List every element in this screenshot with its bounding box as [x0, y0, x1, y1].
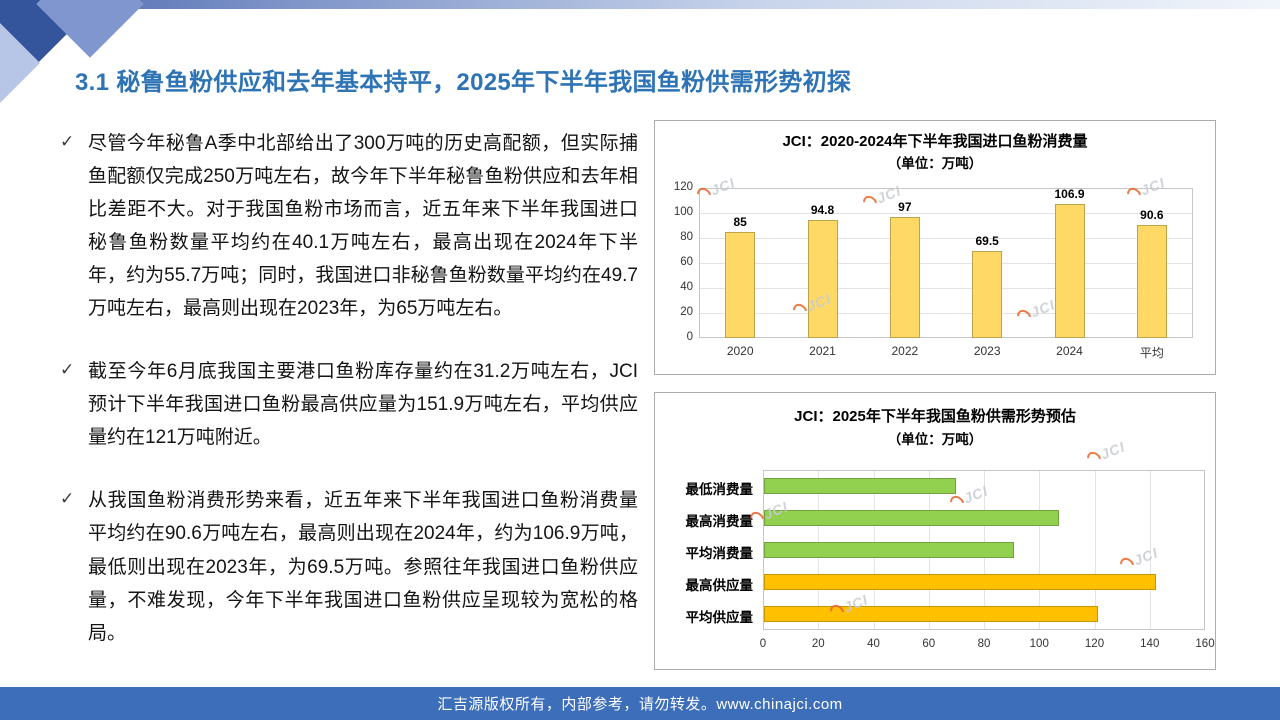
value-label: 94.8	[810, 202, 835, 217]
plot-frame	[699, 188, 1193, 338]
gridline	[700, 263, 1192, 264]
x-tick-label: 0	[759, 638, 767, 650]
bar	[764, 606, 1099, 622]
value-label: 97	[898, 199, 912, 214]
bar	[764, 574, 1157, 590]
bullet-item: ✓ 尽管今年秘鲁A季中北部给出了300万吨的历史高配额，但实际捕鱼配额仅完成25…	[60, 127, 638, 325]
x-tick-label: 2024	[1056, 344, 1083, 358]
bar	[889, 216, 920, 338]
charts-column: JCI：2020-2024年下半年我国进口鱼粉消费量 （单位：万吨） 0 20 40…	[654, 120, 1216, 670]
chart-title: JCI：2020-2024年下半年我国进口鱼粉消费量	[782, 133, 1088, 150]
value-label: 90.6	[1140, 207, 1164, 222]
x-tick-label: 60	[922, 638, 936, 650]
x-tick-label: 80	[977, 638, 991, 650]
y-tick-label: 0	[686, 331, 693, 343]
bullet-item: ✓ 截至今年6月底我国主要港口鱼粉库存量约在31.2万吨左右，JCI预计下半年我…	[60, 355, 638, 454]
bullet-text: 从我国鱼粉消费形势来看，近五年来下半年我国进口鱼粉消费量平均约在90.6万吨左右…	[88, 490, 638, 644]
footer-text: 汇吉源版权所有，内部参考，请勿转发。www.chinajci.com	[437, 696, 843, 713]
y-tick-label: 80	[680, 231, 693, 243]
y-tick-label: 20	[680, 306, 693, 318]
value-label: 69.5	[975, 234, 999, 249]
x-tick-label: 平均	[1139, 346, 1164, 360]
page-title: 3.1 秘鲁鱼粉供应和去年基本持平，2025年下半年我国鱼粉供需形势初探	[75, 69, 852, 96]
check-icon: ✓	[60, 489, 75, 509]
category-label: 最低消费量	[685, 482, 754, 497]
gridline	[1149, 471, 1151, 629]
diamond-dark-icon	[0, 0, 117, 69]
y-tick-label: 60	[680, 256, 693, 268]
plot-frame	[763, 470, 1205, 630]
bullet-text: 截至今年6月底我国主要港口鱼粉库存量约在31.2万吨左右，JCI预计下半年我国进…	[88, 361, 638, 449]
chart-subtitle: （单位：万吨）	[887, 156, 983, 171]
check-icon: ✓	[60, 132, 75, 151]
y-tick-label: 40	[680, 281, 693, 293]
gridline	[1094, 471, 1096, 629]
x-tick-label: 20	[811, 638, 825, 650]
category-label: 平均消费量	[685, 546, 754, 561]
y-tick-label: 100	[673, 206, 693, 218]
x-tick-label: 120	[1084, 638, 1105, 650]
check-icon: ✓	[60, 360, 75, 380]
chart-title: JCI：2025年下半年我国鱼粉供需形势预估	[794, 408, 1076, 425]
chart-subtitle: （单位：万吨）	[887, 432, 983, 447]
chart-supply-demand-forecast: JCI：2025年下半年我国鱼粉供需形势预估 （单位：万吨） 0 20 40 60 80…	[654, 392, 1216, 670]
x-tick-label: 2022	[891, 344, 919, 358]
gridline	[700, 288, 1192, 289]
chart-plot-area: 0 20 40 60 80 100 120 85 2020 94.8 2021 97 2022 69.5 2…	[655, 172, 1215, 372]
value-label: 106.9	[1054, 187, 1085, 202]
gridline	[700, 238, 1192, 239]
bar	[764, 478, 956, 494]
value-label: 85	[733, 214, 747, 229]
bullet-list: ✓ 尽管今年秘鲁A季中北部给出了300万吨的历史高配额，但实际捕鱼配额仅完成25…	[60, 127, 638, 680]
y-tick-label: 120	[673, 181, 693, 193]
bullet-item: ✓ 从我国鱼粉消费形势来看，近五年来下半年我国进口鱼粉消费量平均约在90.6万吨…	[60, 484, 638, 649]
bar	[725, 231, 756, 338]
bar	[764, 542, 1015, 558]
diamond-light-icon	[0, 21, 41, 105]
x-tick-label: 2023	[973, 344, 1001, 358]
x-tick-label: 2020	[726, 344, 754, 358]
category-label: 最高消费量	[685, 514, 754, 529]
chart-consumption-history: JCI：2020-2024年下半年我国进口鱼粉消费量 （单位：万吨） 0 20 40…	[654, 120, 1216, 375]
chart-plot-area: 0 20 40 60 80 100 120 140 160 最低消费量最高消费量平均消费量最高供应…	[655, 448, 1215, 663]
bar	[972, 251, 1003, 338]
x-tick-label: 100	[1029, 638, 1049, 650]
gridline	[700, 213, 1192, 214]
x-tick-label: 40	[867, 638, 880, 650]
bar	[807, 219, 838, 338]
x-tick-label: 140	[1140, 638, 1160, 650]
bar	[1136, 224, 1167, 338]
gridline	[1039, 471, 1041, 629]
bar	[764, 510, 1060, 526]
footer-bar: 汇吉源版权所有，内部参考，请勿转发。www.chinajci.com	[0, 687, 1280, 720]
category-label: 平均供应量	[685, 610, 754, 625]
category-label: 最高供应量	[685, 578, 754, 593]
top-decor-strip	[0, 0, 1280, 9]
x-tick-label: 160	[1195, 638, 1215, 650]
x-tick-label: 2021	[809, 344, 836, 358]
bullet-text: 尽管今年秘鲁A季中北部给出了300万吨的历史高配额，但实际捕鱼配额仅完成250万…	[88, 133, 638, 320]
bar	[1054, 204, 1085, 338]
gridline	[700, 313, 1192, 314]
